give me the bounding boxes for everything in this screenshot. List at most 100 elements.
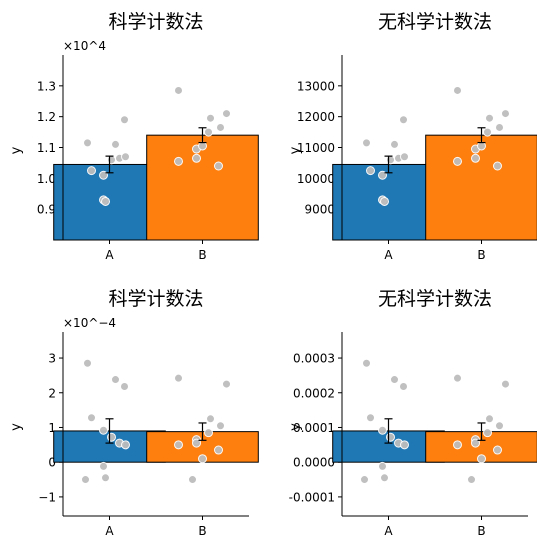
data-point (198, 454, 207, 464)
x-tick-label: B (477, 524, 485, 538)
data-point (386, 432, 395, 442)
data-point (399, 382, 408, 392)
bar-B (146, 134, 259, 241)
y-axis-label: y (9, 146, 24, 154)
y-tick-label: 2 (48, 386, 56, 400)
chart-title: 科学计数法 (108, 288, 203, 310)
y-tick-label: 9000 (304, 203, 335, 217)
data-point (214, 161, 223, 171)
y-offset-label: ×10^−4 (63, 316, 116, 330)
y-tick-label: 1.0 (37, 172, 56, 186)
x-tick-label: B (198, 524, 206, 538)
data-point (485, 113, 494, 123)
data-point (204, 127, 213, 137)
data-point (174, 156, 183, 166)
data-point (495, 421, 504, 431)
y-tick-label: 0.0002 (293, 386, 335, 400)
data-point (501, 379, 510, 389)
data-point (222, 379, 231, 389)
y-tick-label: −1 (38, 490, 56, 504)
data-point (453, 373, 462, 383)
y-offset-label: ×10^4 (63, 39, 106, 53)
data-point (400, 152, 409, 162)
data-point (121, 152, 130, 162)
data-point (380, 473, 389, 483)
y-tick-label: 0.0001 (293, 421, 335, 435)
y-tick-label: 1 (48, 421, 56, 435)
y-tick-label: 10000 (297, 172, 335, 186)
data-point (204, 428, 213, 438)
chart-panel-4: 无科学计数法 y -0.0001 0.0000 0.0001 0.0002 0.0003 A B (288, 288, 537, 538)
y-tick-label: 12000 (297, 110, 335, 124)
data-point (101, 473, 110, 483)
y-tick-label: 13000 (297, 79, 335, 93)
data-point (483, 127, 492, 137)
data-point (111, 375, 120, 385)
data-point (216, 421, 225, 431)
data-point (99, 461, 108, 471)
data-point (471, 438, 480, 448)
y-tick-label: 0.0003 (293, 352, 335, 366)
y-axis-label: y (288, 146, 303, 154)
data-point (81, 475, 90, 485)
bar-B (425, 134, 537, 241)
data-point (453, 440, 462, 450)
y-tick-label: 0.9 (37, 203, 56, 217)
y-tick-label: 0.0000 (293, 456, 335, 470)
data-point (366, 166, 375, 176)
data-point (120, 115, 129, 125)
data-point (493, 161, 502, 171)
data-point (453, 85, 462, 95)
data-point (206, 113, 215, 123)
y-tick-label: 1.2 (37, 110, 56, 124)
data-point (107, 155, 116, 165)
data-point (107, 432, 116, 442)
data-point (206, 414, 215, 424)
data-point (87, 166, 96, 176)
data-point (453, 156, 462, 166)
data-point (386, 155, 395, 165)
x-tick-label: B (477, 248, 485, 262)
data-point (467, 475, 476, 485)
data-point (477, 454, 486, 464)
y-tick-label: -0.0001 (289, 490, 335, 504)
y-tick-label: 0 (48, 456, 56, 470)
data-point (174, 440, 183, 450)
data-point (378, 461, 387, 471)
x-tick-label: A (105, 524, 114, 538)
data-point (390, 375, 399, 385)
data-point (101, 196, 110, 206)
data-point (378, 425, 387, 435)
data-point (501, 109, 510, 119)
x-tick-label: A (105, 248, 114, 262)
y-axis-label: y (288, 423, 303, 431)
data-point (390, 139, 399, 149)
y-tick-label: 1.1 (37, 141, 56, 155)
data-point (87, 413, 96, 423)
y-tick-label: 1.3 (37, 79, 56, 93)
data-point (192, 153, 201, 163)
data-point (360, 475, 369, 485)
data-point (99, 425, 108, 435)
data-point (495, 122, 504, 132)
data-point (366, 413, 375, 423)
data-point (111, 139, 120, 149)
data-point (216, 122, 225, 132)
data-point (483, 428, 492, 438)
chart-panel-1: 科学计数法 y ×10^4 0.9 1.0 1.1 1.2 1.3 A B (9, 11, 259, 262)
chart-panel-2: 无科学计数法 y 9000 10000 11000 12000 13000 A B (288, 11, 537, 262)
chart-title: 无科学计数法 (378, 11, 492, 33)
data-point (493, 445, 502, 455)
y-axis-label: y (9, 423, 24, 431)
data-point (362, 138, 371, 148)
x-tick-label: A (384, 524, 393, 538)
data-point (222, 109, 231, 119)
x-tick-label: A (384, 248, 393, 262)
data-point (362, 358, 371, 368)
chart-title: 科学计数法 (108, 11, 203, 33)
y-tick-label: 3 (48, 352, 56, 366)
data-point (192, 438, 201, 448)
data-point (83, 358, 92, 368)
data-point (121, 440, 130, 450)
